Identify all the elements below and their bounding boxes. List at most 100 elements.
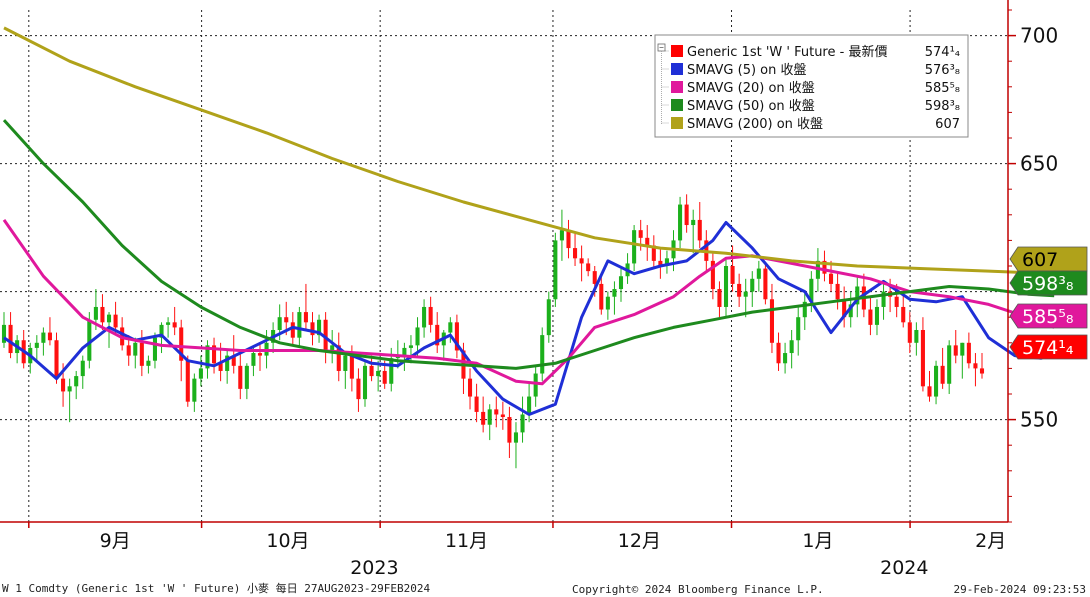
candle-body <box>8 324 13 354</box>
candle-body <box>422 306 427 328</box>
legend-label: SMAVG (20) on 收盤 <box>687 81 815 96</box>
price-tag <box>1009 303 1088 329</box>
smavg-200-line <box>3 26 1055 276</box>
candle-body <box>868 309 873 325</box>
candle-body <box>848 304 853 318</box>
candle-body <box>737 283 742 297</box>
legend-label: Generic 1st 'W ' Future - 最新價 <box>687 44 887 60</box>
x-month-label: 2月 <box>975 530 1006 552</box>
candle-body <box>106 314 112 323</box>
candle-body <box>244 365 249 389</box>
candle-body <box>881 291 886 307</box>
y-tick-label: 550 <box>1020 408 1058 432</box>
candle-body <box>454 322 459 351</box>
candle-body <box>927 386 932 397</box>
candlestick-series <box>1 194 985 469</box>
candle-body <box>710 260 715 290</box>
footer-ticker: W 1 Comdty (Generic 1st 'W ' Future) 小麥 … <box>2 582 431 595</box>
candle-body <box>317 319 322 336</box>
candle-body <box>717 289 722 307</box>
x-month-label: 1月 <box>802 530 833 552</box>
candle-body <box>664 258 669 266</box>
x-month-label: 11月 <box>445 530 488 552</box>
candle-body <box>914 330 919 343</box>
candle-body <box>402 347 407 356</box>
candle-body <box>47 332 52 341</box>
candle-body <box>212 345 217 364</box>
candle-body <box>658 260 663 266</box>
candle-body <box>796 317 801 341</box>
candle-body <box>435 324 440 346</box>
candle-body <box>251 353 256 366</box>
candle-body <box>205 345 210 369</box>
candle-body <box>257 353 263 356</box>
candle-body <box>343 355 348 371</box>
candle-body <box>520 414 525 433</box>
candle-body <box>573 248 578 259</box>
candle-body <box>907 322 912 343</box>
candle-body <box>730 266 735 284</box>
candle-body <box>527 396 532 415</box>
candle-body <box>842 299 847 318</box>
candle-body <box>310 322 315 336</box>
candle-body <box>651 245 656 261</box>
price-tag-label: 585⁵₈ <box>1022 306 1074 328</box>
y-tick-label: 650 <box>1020 152 1058 176</box>
candle-body <box>87 319 92 361</box>
candle-body <box>678 204 683 241</box>
candle-body <box>500 414 505 418</box>
candle-body <box>330 345 335 351</box>
legend-value: 576³₈ <box>925 63 960 78</box>
candle-body <box>362 365 368 400</box>
candle-body <box>966 342 971 364</box>
candle-body <box>382 370 387 384</box>
candle-body <box>494 409 499 415</box>
candle-body <box>139 342 144 366</box>
moving-average-lines <box>2 26 1055 416</box>
candle-body <box>645 237 650 246</box>
candle-body <box>415 327 420 346</box>
legend-label: SMAVG (200) on 收盤 <box>687 117 823 132</box>
candle-body <box>920 330 925 387</box>
candle-body <box>973 363 978 369</box>
x-year-label: 2023 <box>350 557 398 579</box>
candle-body <box>284 317 289 323</box>
legend-swatch <box>671 99 683 111</box>
candle-body <box>763 268 768 300</box>
legend-value: 585⁵₈ <box>925 81 960 96</box>
price-tag <box>1009 246 1088 272</box>
candle-body <box>100 306 105 323</box>
candle-body <box>638 230 643 238</box>
candle-body <box>1 324 7 343</box>
candle-body <box>960 342 965 356</box>
candle-body <box>487 409 492 425</box>
x-month-label: 12月 <box>618 530 661 552</box>
legend-swatch <box>671 45 683 57</box>
candle-body <box>74 376 79 387</box>
candle-body <box>592 271 597 284</box>
candle-body <box>802 301 807 318</box>
candle-body <box>513 432 519 443</box>
candle-body <box>369 365 374 377</box>
legend-label: SMAVG (5) on 收盤 <box>687 63 807 78</box>
candle-body <box>874 306 880 325</box>
candle-body <box>822 260 827 274</box>
chart-axes: 550 650 700 9月 10月 11月 12月 1月 2月 2023 2024 <box>0 0 1058 579</box>
legend-swatch <box>671 63 683 75</box>
candle-body <box>54 340 59 379</box>
price-tag-label: 574¹₄ <box>1022 337 1074 359</box>
candle-body <box>559 230 564 241</box>
candle-body <box>697 219 702 241</box>
candle-body <box>218 363 223 371</box>
candle-body <box>618 276 624 290</box>
candle-body <box>192 378 197 402</box>
candle-body <box>769 299 774 343</box>
candle-body <box>303 312 308 323</box>
candle-body <box>612 289 617 297</box>
candle-body <box>586 263 591 272</box>
candle-body <box>159 324 164 338</box>
candle-body <box>828 273 834 284</box>
legend-swatch <box>671 81 683 93</box>
candle-body <box>481 411 486 425</box>
candle-body <box>225 355 230 371</box>
